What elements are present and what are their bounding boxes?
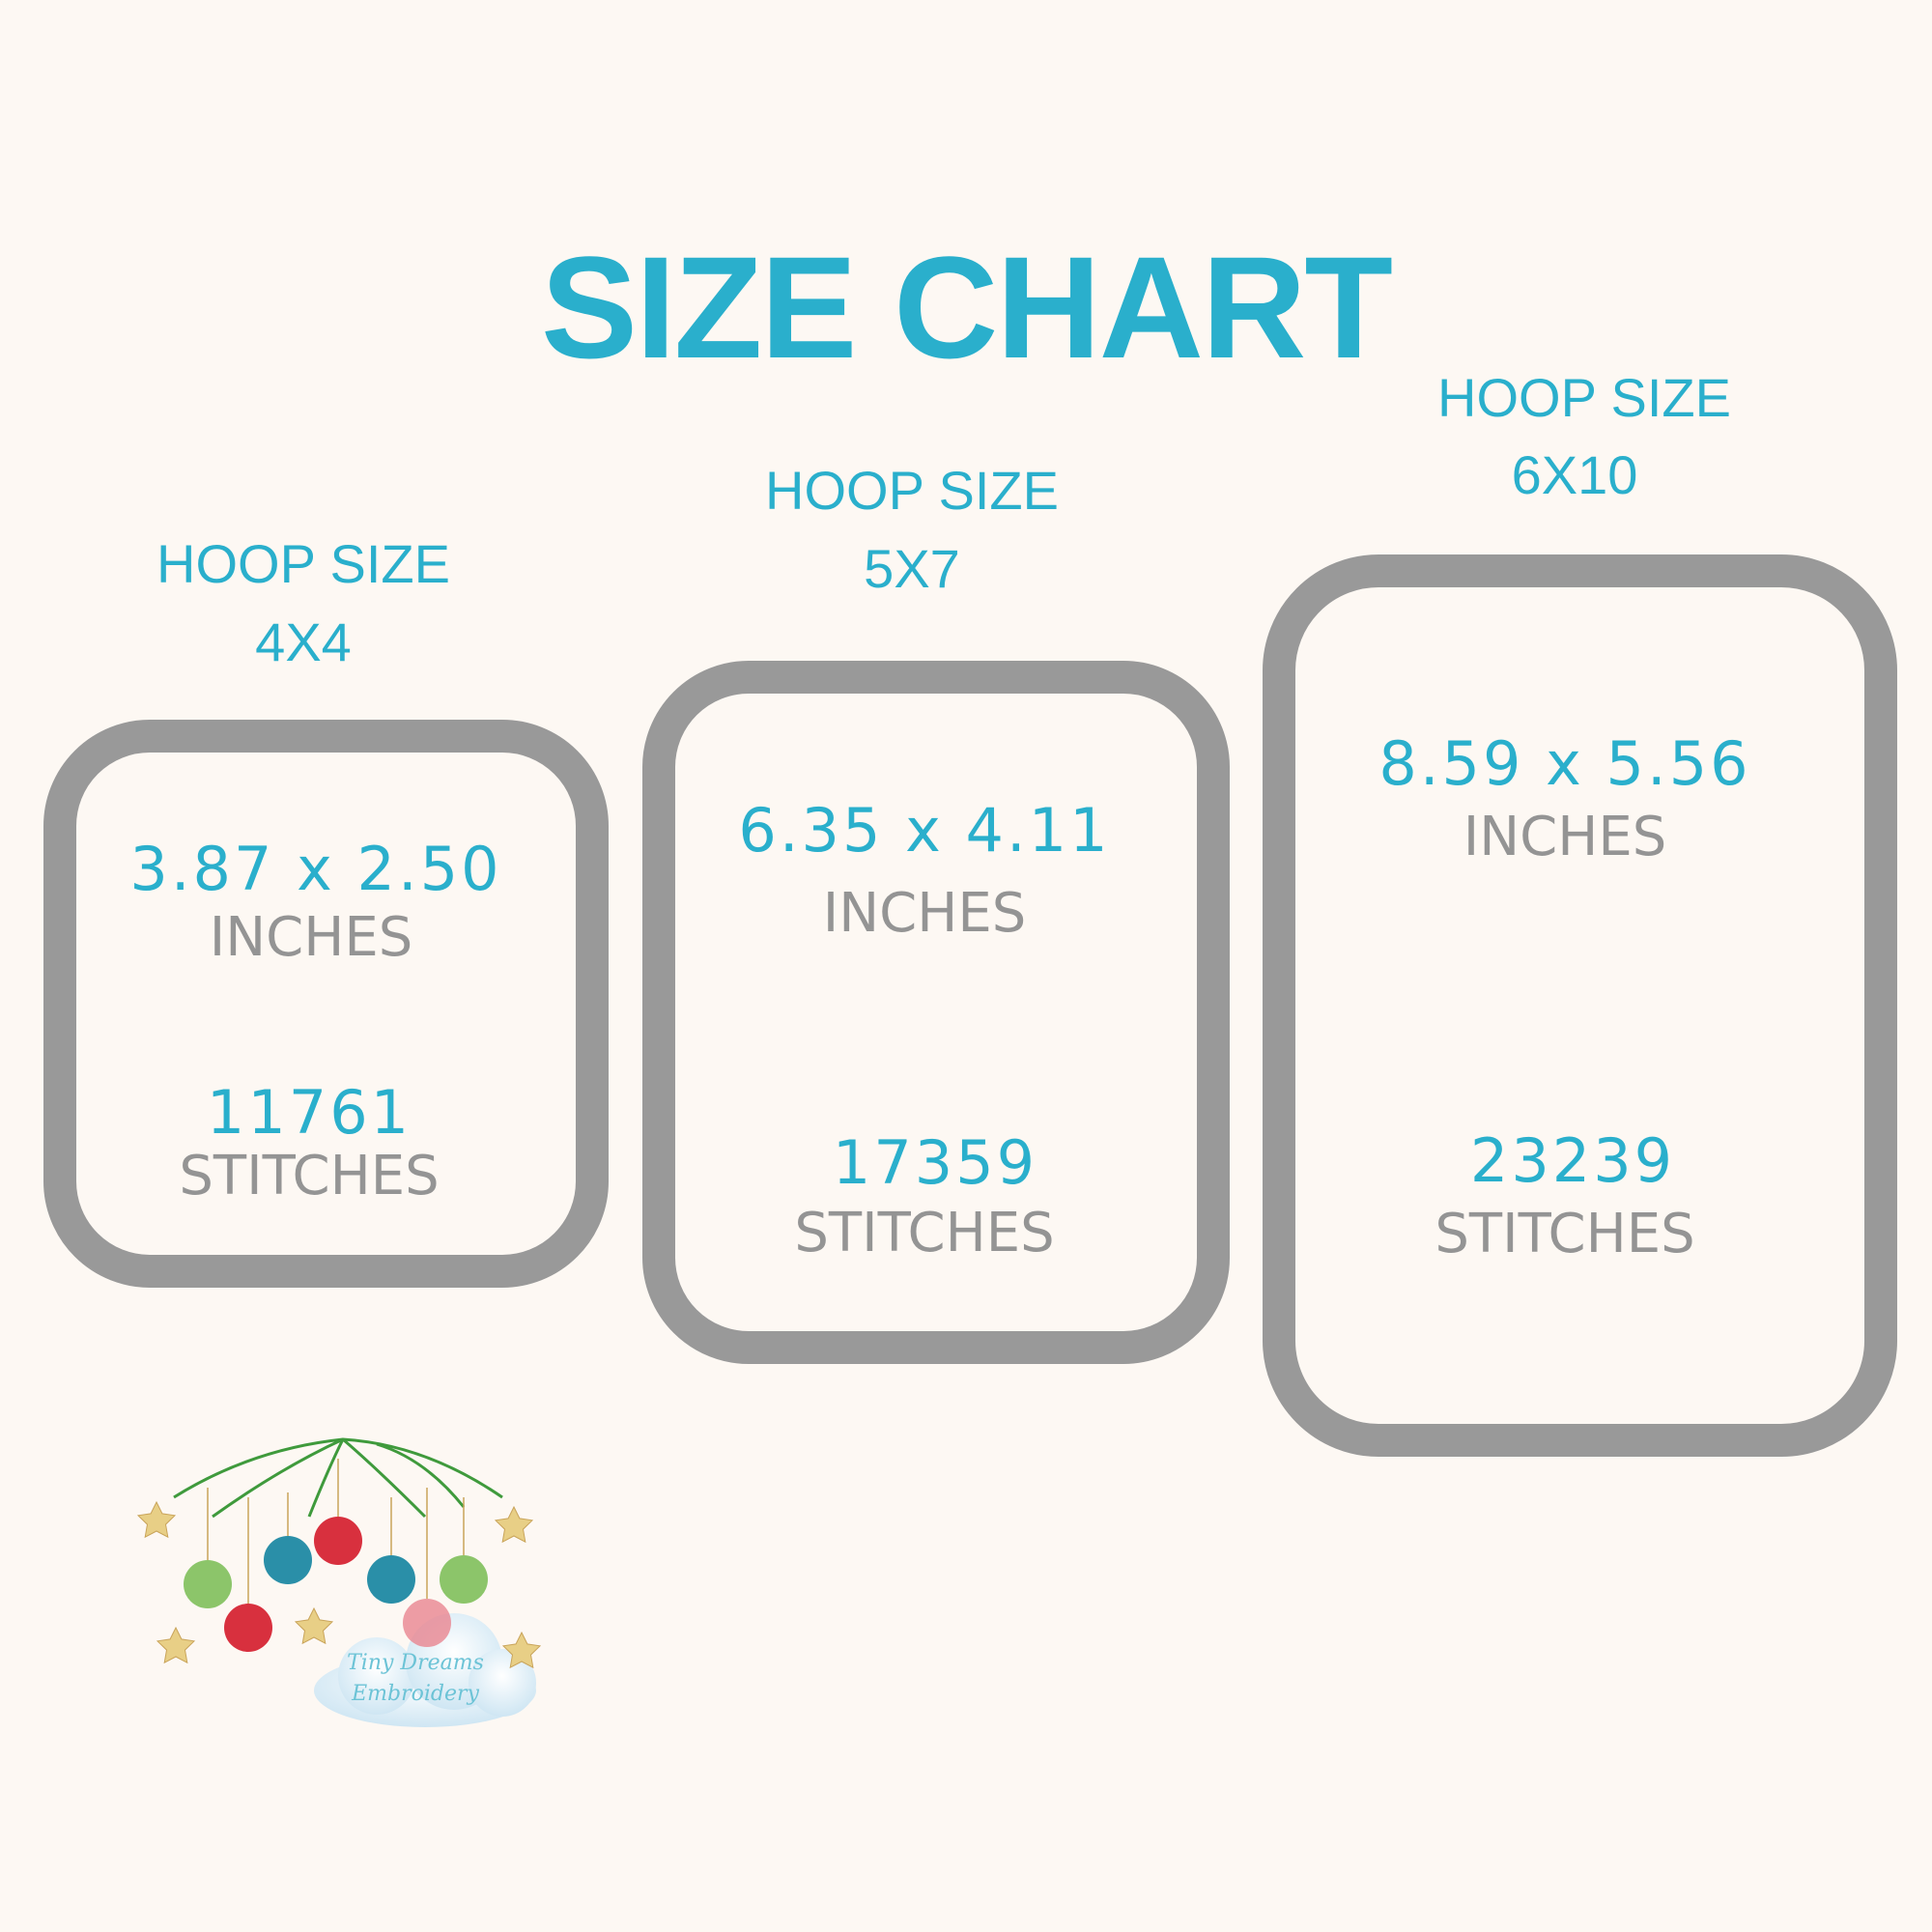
logo-text: Tiny Dreams — [347, 1651, 484, 1675]
stitches-label-6x10: STITCHES — [1435, 1203, 1695, 1265]
logo-text-2: Embroidery — [351, 1682, 479, 1706]
dimensions-6x10: 8.59 x 5.56 — [1378, 728, 1751, 799]
dimensions-5x7: 6.35 x 4.11 — [738, 795, 1111, 866]
hoop-label-4x4: HOOP SIZE — [156, 533, 450, 594]
dimensions-4x4: 3.87 x 2.50 — [129, 834, 502, 904]
hoop-label-6x10: HOOP SIZE — [1437, 367, 1731, 428]
hoop-size-4x4: 4X4 — [255, 611, 352, 672]
stitches-4x4: 11761 — [206, 1077, 412, 1148]
stitches-6x10: 23239 — [1469, 1125, 1676, 1196]
page-title: SIZE CHART — [541, 226, 1393, 388]
stitches-5x7: 17359 — [832, 1127, 1038, 1198]
inches-label-4x4: INCHES — [209, 906, 413, 969]
ornaments — [184, 1517, 488, 1652]
hoop-size-5x7: 5X7 — [864, 538, 960, 599]
hoop-frame-4x4 — [43, 720, 609, 1288]
stitches-label-5x7: STITCHES — [794, 1202, 1055, 1264]
hoop-label-5x7: HOOP SIZE — [765, 460, 1059, 521]
hoop-frame-5x7 — [642, 661, 1230, 1364]
stitches-label-4x4: STITCHES — [179, 1145, 440, 1208]
hoop-size-6x10: 6X10 — [1511, 444, 1638, 505]
inches-label-6x10: INCHES — [1463, 806, 1667, 868]
christmas-ornaments-icon: Tiny Dreams Embroidery — [137, 1437, 541, 1727]
pine-branches — [173, 1437, 503, 1519]
cloud-shape — [314, 1613, 536, 1727]
hoop-frame-6x10 — [1263, 554, 1897, 1457]
inches-label-5x7: INCHES — [822, 882, 1027, 945]
